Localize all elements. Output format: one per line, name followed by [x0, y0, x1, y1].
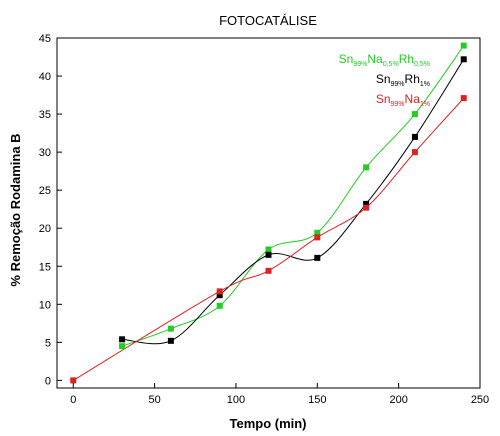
y-tick-label: 40: [39, 71, 51, 83]
y-tick-label: 35: [39, 109, 51, 121]
legend-entry-2: Sn99%Na1%: [376, 92, 430, 108]
x-tick-label: 150: [308, 394, 326, 406]
x-tick-label: 100: [227, 394, 245, 406]
y-tick-label: 10: [39, 299, 51, 311]
x-tick-label: 0: [70, 394, 76, 406]
data-point: [314, 254, 321, 261]
data-point: [216, 292, 223, 299]
data-point: [363, 164, 370, 171]
chart-title: FOTOCATÁLISE: [219, 13, 317, 28]
x-axis-label: Tempo (min): [229, 416, 306, 431]
data-point: [460, 95, 467, 102]
y-tick-label: 25: [39, 185, 51, 197]
y-tick-label: 45: [39, 33, 51, 45]
data-point: [411, 111, 418, 118]
y-tick-label: 0: [45, 375, 51, 387]
data-point: [167, 337, 174, 344]
data-point: [70, 377, 77, 384]
data-point: [460, 42, 467, 49]
y-axis-label: % Remoção Rodamina B: [8, 133, 23, 286]
y-tick-label: 5: [45, 337, 51, 349]
series-line-2: [73, 97, 465, 381]
plot-frame: [56, 37, 481, 389]
data-point: [119, 343, 126, 350]
x-tick-label: 200: [389, 394, 407, 406]
data-point: [216, 288, 223, 295]
legend: Sn99%Na0,5%Rh0,5% Sn99%Rh1% Sn99%Na1%: [339, 52, 430, 108]
data-point: [265, 267, 272, 274]
y-tick-label: 30: [39, 147, 51, 159]
data-point: [363, 204, 370, 211]
data-point: [314, 229, 321, 236]
data-point: [265, 251, 272, 258]
y-tick-label: 15: [39, 261, 51, 273]
data-point: [411, 133, 418, 140]
legend-entry-0: Sn99%Na0,5%Rh0,5%: [339, 52, 430, 68]
data-point: [460, 56, 467, 63]
data-point: [119, 336, 126, 343]
data-point: [167, 325, 174, 332]
y-tick-label: 20: [39, 223, 51, 235]
x-tick-label: 250: [471, 394, 489, 406]
data-point: [265, 246, 272, 253]
axis-ticks: 0 50 100 150 200 250 0 5 10 15 20 25 30 35 40 45: [39, 33, 489, 406]
series-points: [70, 42, 467, 384]
data-point: [314, 234, 321, 241]
data-point: [216, 302, 223, 309]
data-point: [363, 200, 370, 207]
series-line-0: [121, 45, 465, 347]
data-point: [411, 149, 418, 156]
legend-entry-1: Sn99%Rh1%: [376, 72, 430, 88]
x-tick-label: 50: [148, 394, 160, 406]
